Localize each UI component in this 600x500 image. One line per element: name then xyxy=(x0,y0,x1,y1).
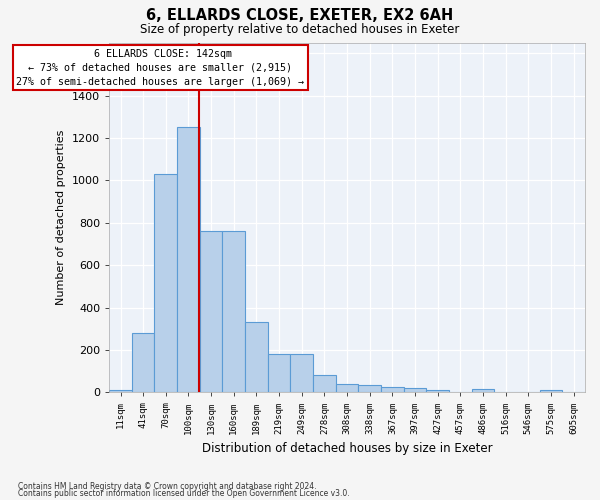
Bar xyxy=(245,322,268,392)
X-axis label: Distribution of detached houses by size in Exeter: Distribution of detached houses by size … xyxy=(202,442,493,455)
Text: Contains HM Land Registry data © Crown copyright and database right 2024.: Contains HM Land Registry data © Crown c… xyxy=(18,482,317,491)
Bar xyxy=(177,128,200,392)
Y-axis label: Number of detached properties: Number of detached properties xyxy=(56,130,67,305)
Text: 6 ELLARDS CLOSE: 142sqm
← 73% of detached houses are smaller (2,915)
27% of semi: 6 ELLARDS CLOSE: 142sqm ← 73% of detache… xyxy=(16,49,304,87)
Bar xyxy=(154,174,177,392)
Text: Size of property relative to detached houses in Exeter: Size of property relative to detached ho… xyxy=(140,22,460,36)
Bar xyxy=(132,333,154,392)
Text: Contains public sector information licensed under the Open Government Licence v3: Contains public sector information licen… xyxy=(18,490,350,498)
Bar xyxy=(358,385,381,392)
Text: 6, ELLARDS CLOSE, EXETER, EX2 6AH: 6, ELLARDS CLOSE, EXETER, EX2 6AH xyxy=(146,8,454,22)
Bar xyxy=(290,354,313,393)
Bar xyxy=(313,376,336,392)
Bar xyxy=(109,390,132,392)
Bar xyxy=(472,389,494,392)
Bar xyxy=(539,390,562,392)
Bar xyxy=(427,390,449,392)
Bar xyxy=(200,231,223,392)
Bar xyxy=(223,231,245,392)
Bar xyxy=(336,384,358,392)
Bar xyxy=(268,354,290,393)
Bar xyxy=(404,388,427,392)
Bar xyxy=(381,387,404,392)
